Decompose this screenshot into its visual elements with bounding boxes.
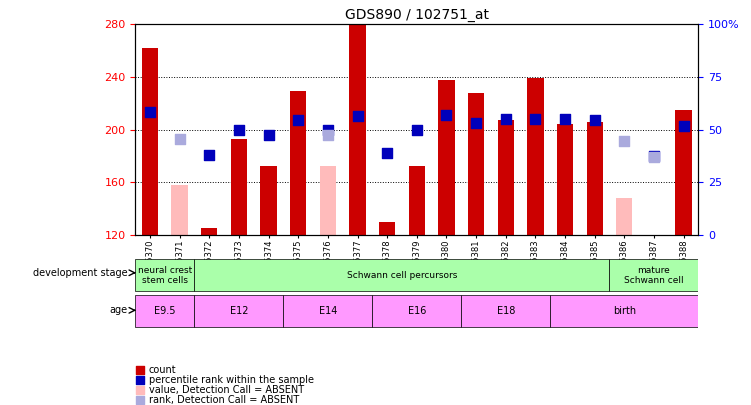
Bar (195, 295, 283, 327)
Point (618, 138, 630, 145)
Bar (261, 166, 276, 235)
Point (134, 377, 146, 383)
Text: percentile rank within the sample: percentile rank within the sample (149, 375, 314, 385)
Point (648, 153, 660, 159)
Text: age: age (110, 305, 128, 315)
Point (144, 109, 156, 116)
Point (351, 113, 363, 120)
Bar (231, 139, 247, 235)
Text: rank, Detection Call = ABSENT: rank, Detection Call = ABSENT (149, 395, 299, 405)
Point (382, 150, 394, 157)
Bar (616, 198, 632, 235)
Bar (135, 259, 195, 291)
Bar (557, 124, 573, 235)
Bar (349, 23, 366, 235)
Point (529, 116, 541, 122)
Text: development stage: development stage (33, 268, 128, 278)
Point (204, 151, 216, 158)
Bar (610, 259, 698, 291)
Bar (468, 93, 484, 235)
Point (134, 397, 146, 403)
Point (589, 117, 601, 124)
Point (411, 126, 423, 133)
Point (134, 387, 146, 393)
Bar (195, 259, 610, 291)
Bar (171, 185, 188, 235)
Point (648, 154, 660, 160)
Bar (135, 295, 195, 327)
Bar (201, 228, 218, 235)
Point (292, 117, 304, 124)
Point (134, 367, 146, 373)
Text: E12: E12 (230, 306, 248, 315)
Bar (379, 222, 395, 235)
Text: E18: E18 (496, 306, 515, 315)
Bar (372, 295, 461, 327)
Bar (675, 110, 692, 235)
Bar (320, 166, 336, 235)
Text: E14: E14 (318, 306, 337, 315)
Point (263, 132, 275, 138)
Text: count: count (149, 364, 176, 375)
Text: E9.5: E9.5 (154, 306, 176, 315)
Bar (142, 48, 158, 235)
Title: GDS890 / 102751_at: GDS890 / 102751_at (345, 8, 489, 22)
Bar (290, 92, 306, 235)
Bar (498, 120, 514, 235)
Bar (587, 122, 603, 235)
Point (173, 136, 185, 142)
Point (322, 132, 334, 138)
Bar (461, 295, 550, 327)
Bar (527, 78, 544, 235)
Bar (550, 295, 698, 327)
Text: birth: birth (613, 306, 636, 315)
Text: E16: E16 (408, 306, 426, 315)
Point (677, 122, 689, 129)
Bar (409, 166, 425, 235)
Bar (283, 295, 372, 327)
Point (470, 120, 482, 126)
Text: mature
Schwann cell: mature Schwann cell (624, 266, 683, 285)
Point (440, 112, 452, 118)
Text: neural crest
stem cells: neural crest stem cells (137, 266, 192, 285)
Point (499, 116, 511, 122)
Point (322, 126, 334, 133)
Text: value, Detection Call = ABSENT: value, Detection Call = ABSENT (149, 385, 304, 395)
Point (233, 126, 245, 133)
Bar (439, 79, 454, 235)
Text: Schwann cell percursors: Schwann cell percursors (347, 271, 457, 280)
Point (559, 116, 571, 122)
